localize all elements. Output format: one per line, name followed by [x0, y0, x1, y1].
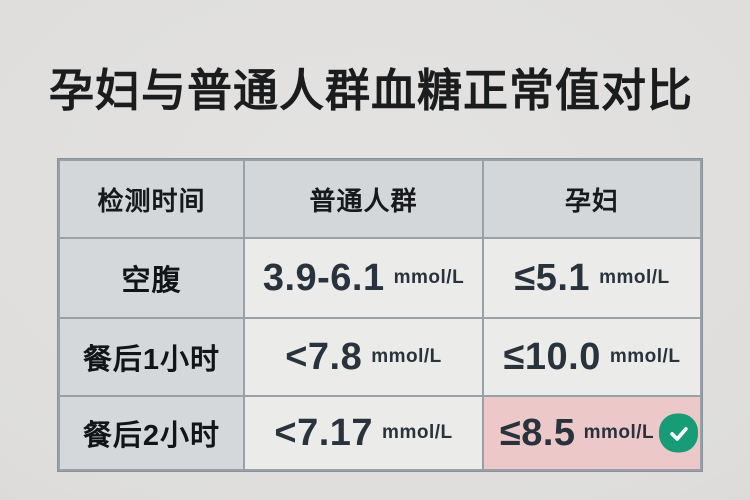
comparison-table: 检测时间 普通人群 孕妇 空腹 3.9-6.1 mmol/L ≤5.1 mmol… — [57, 158, 703, 472]
glucose-unit: mmol/L — [393, 267, 465, 288]
glucose-unit: mmol/L — [583, 422, 655, 443]
time-label: 餐后1小时 — [82, 344, 221, 376]
page-title: 孕妇与普通人群血糖正常值对比 — [49, 65, 694, 116]
glucose-unit: mmol/L — [609, 346, 681, 367]
header-cell-pregnant: 孕妇 — [484, 161, 700, 237]
glucose-value: <7.8 — [285, 335, 363, 378]
row-2h-time-cell: 餐后2小时 — [60, 397, 243, 469]
glucose-unit: mmol/L — [599, 267, 670, 288]
header-label: 孕妇 — [564, 185, 619, 216]
row-fasting-pregnant-cell: ≤5.1 mmol/L — [484, 239, 700, 317]
glucose-unit: mmol/L — [382, 422, 453, 443]
row-2h-pregnant-cell-highlighted: ≤8.5 mmol/L — [484, 397, 700, 469]
glucose-value: ≤8.5 — [499, 411, 576, 454]
row-fasting-general-cell: 3.9-6.1 mmol/L — [245, 239, 482, 317]
time-label: 空腹 — [121, 265, 182, 297]
glucose-unit: mmol/L — [371, 346, 442, 367]
glucose-value: ≤5.1 — [514, 256, 591, 299]
row-1h-time-cell: 餐后1小时 — [60, 319, 243, 395]
header-cell-time: 检测时间 — [60, 161, 243, 237]
glucose-value: <7.17 — [274, 411, 374, 454]
glucose-value: ≤10.0 — [503, 335, 601, 378]
row-1h-pregnant-cell: ≤10.0 mmol/L — [484, 319, 700, 395]
row-1h-general-cell: <7.8 mmol/L — [245, 319, 482, 395]
header-cell-general: 普通人群 — [245, 161, 482, 237]
glucose-value: 3.9-6.1 — [262, 256, 385, 299]
row-fasting-time-cell: 空腹 — [60, 239, 243, 317]
row-2h-general-cell: <7.17 mmol/L — [245, 397, 482, 469]
header-label: 检测时间 — [97, 185, 206, 216]
check-icon — [659, 413, 698, 453]
header-label: 普通人群 — [309, 185, 418, 216]
time-label: 餐后2小时 — [82, 420, 221, 452]
